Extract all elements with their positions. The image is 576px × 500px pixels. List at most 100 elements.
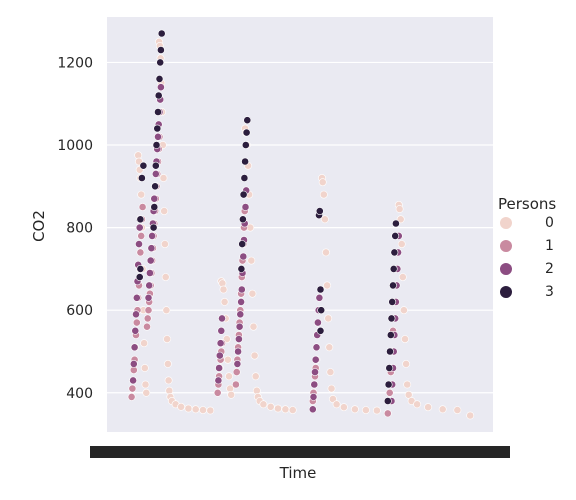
point-persons-0-73 (327, 384, 336, 393)
point-persons-2-51 (311, 355, 320, 364)
point-persons-3-4 (137, 174, 146, 182)
point-persons-2-10 (144, 293, 153, 302)
point-persons-0-51 (247, 256, 256, 265)
point-persons-2-8 (135, 240, 143, 248)
data-points (127, 29, 475, 420)
point-persons-0-94 (453, 406, 462, 414)
point-persons-2-42 (239, 252, 248, 261)
legend-marker-1 (500, 240, 512, 252)
point-persons-0-83 (397, 240, 406, 248)
point-persons-0-4 (137, 190, 146, 199)
point-persons-3-32 (383, 397, 392, 405)
point-persons-3-25 (242, 128, 251, 137)
point-persons-3-31 (316, 326, 325, 335)
point-persons-0-75 (332, 400, 341, 409)
y-axis-ticks: 400 600 800 1000 1200 (57, 55, 93, 401)
point-persons-1-17 (143, 314, 152, 323)
point-persons-1-41 (231, 380, 240, 389)
point-persons-1-16 (143, 322, 151, 331)
gridlines (107, 61, 493, 394)
point-persons-0-44 (227, 390, 236, 399)
point-persons-3-30 (317, 306, 326, 315)
point-persons-2-39 (237, 297, 245, 306)
point-persons-3-28 (315, 207, 324, 215)
point-persons-3-14 (155, 75, 164, 83)
point-persons-2-37 (235, 322, 244, 331)
legend-label-1: 1 (545, 238, 554, 254)
point-persons-2-56 (315, 293, 324, 302)
point-persons-2-35 (234, 347, 242, 356)
point-persons-2-0 (129, 376, 137, 385)
point-persons-0-79 (372, 406, 381, 415)
point-persons-2-40 (237, 285, 246, 294)
point-persons-2-36 (234, 335, 243, 343)
point-persons-0-9 (140, 364, 149, 372)
point-persons-0-76 (339, 403, 348, 412)
point-persons-3-15 (156, 58, 165, 67)
point-persons-0-25 (164, 376, 173, 385)
point-persons-0-88 (403, 380, 412, 389)
point-persons-0-85 (399, 306, 408, 315)
point-persons-0-87 (402, 359, 410, 368)
point-persons-2-12 (145, 269, 154, 277)
legend-title: Persons (498, 195, 556, 213)
y-tick-400: 400 (66, 386, 93, 402)
point-persons-3-42 (391, 231, 400, 240)
point-persons-0-23 (163, 335, 171, 343)
point-persons-3-36 (386, 331, 395, 339)
point-persons-2-5 (132, 293, 141, 302)
point-persons-2-47 (308, 405, 317, 414)
point-persons-2-38 (236, 310, 245, 319)
point-persons-3-12 (154, 108, 162, 116)
point-persons-3-5 (139, 161, 148, 170)
point-persons-3-16 (156, 46, 165, 54)
point-persons-0-31 (184, 404, 193, 413)
point-persons-2-45 (241, 203, 250, 211)
point-persons-3-19 (238, 240, 247, 248)
point-persons-2-14 (147, 244, 156, 253)
point-persons-2-1 (129, 359, 138, 368)
x-tick-labels-band (90, 446, 510, 458)
point-persons-1-7 (132, 318, 141, 327)
point-persons-0-92 (424, 403, 432, 412)
point-persons-0-24 (163, 359, 172, 368)
point-persons-2-9 (135, 223, 144, 232)
point-persons-0-21 (161, 273, 170, 281)
point-persons-0-11 (142, 388, 151, 397)
point-persons-3-35 (386, 347, 394, 356)
point-persons-3-9 (151, 161, 160, 170)
point-persons-2-54 (313, 318, 322, 327)
point-persons-2-27 (156, 83, 165, 92)
point-persons-2-23 (154, 132, 162, 141)
point-persons-0-33 (199, 406, 207, 414)
point-persons-0-41 (223, 355, 232, 364)
point-persons-3-6 (149, 223, 158, 232)
point-persons-2-28 (214, 376, 223, 385)
point-persons-0-62 (281, 405, 290, 414)
legend-marker-2 (500, 263, 512, 275)
x-axis-label: Time (279, 464, 317, 482)
legend-marker-3 (500, 286, 512, 298)
point-persons-0-74 (328, 395, 337, 403)
point-persons-0-68 (322, 248, 330, 257)
point-persons-0-84 (398, 273, 407, 281)
y-tick-1200: 1200 (57, 55, 93, 71)
point-persons-3-7 (150, 203, 159, 211)
point-persons-2-15 (148, 231, 156, 240)
point-persons-0-54 (250, 351, 259, 360)
point-persons-2-30 (215, 351, 224, 360)
point-persons-3-43 (391, 219, 400, 228)
point-persons-2-4 (132, 310, 140, 319)
point-persons-3-33 (384, 380, 393, 389)
point-persons-3-20 (238, 215, 247, 224)
point-persons-3-0 (135, 273, 144, 281)
point-persons-1-15 (138, 203, 147, 211)
y-axis-label: CO2 (30, 210, 48, 242)
point-persons-0-66 (319, 190, 328, 199)
point-persons-2-49 (310, 380, 319, 389)
legend: Persons 0 1 2 3 (498, 195, 556, 300)
y-tick-600: 600 (66, 303, 93, 319)
point-persons-1-61 (385, 388, 394, 397)
y-tick-800: 800 (66, 221, 93, 237)
point-persons-3-37 (387, 314, 396, 323)
